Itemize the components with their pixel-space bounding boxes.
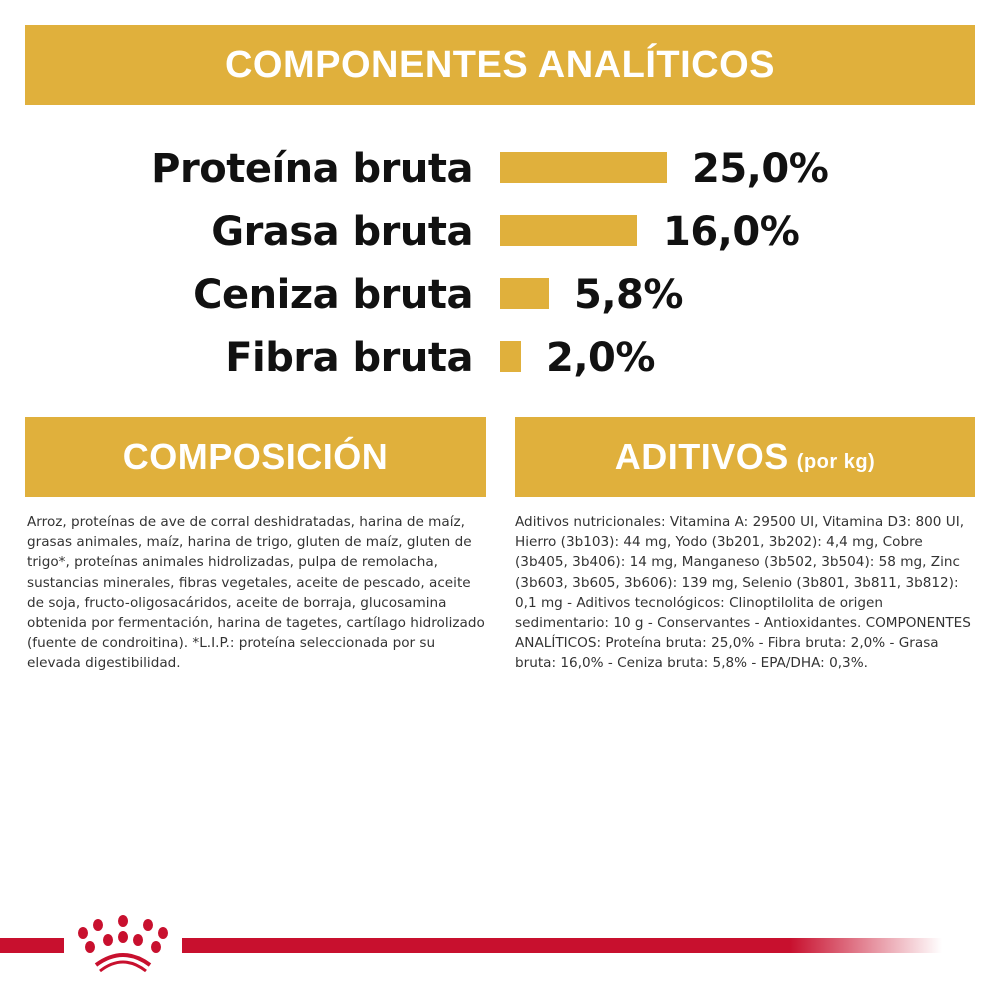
chart-row: Proteína bruta 25,0% [0,146,1000,192]
chart-row: Grasa bruta 16,0% [0,209,1000,255]
additives-title: ADITIVOS [614,436,789,477]
chart-bar [500,278,549,309]
chart-row: Ceniza bruta 5,8% [0,272,1000,318]
composition-banner: COMPOSICIÓN [25,417,486,497]
chart-bar [500,341,521,372]
analytical-components-chart: Proteína bruta 25,0% Grasa bruta 16,0% C… [0,0,1000,400]
chart-row-label: Fibra bruta [225,335,473,381]
composition-title: COMPOSICIÓN [122,436,389,477]
crown-logo-icon [68,915,178,975]
chart-row-label: Grasa bruta [211,209,473,255]
additives-subtitle: (por kg) [796,450,876,473]
footer-brand-line-left [0,938,64,953]
chart-row-label: Proteína bruta [151,146,473,192]
analytical-components-banner: COMPONENTES ANALÍTICOS [25,25,975,105]
footer-brand-line-right [182,938,942,953]
additives-banner: ADITIVOS (por kg) [515,417,975,497]
chart-bar [500,152,667,183]
chart-row-value: 2,0% [546,335,655,381]
additives-text: Aditivos nutricionales: Vitamina A: 2950… [515,514,971,672]
chart-bar [500,215,637,246]
analytical-components-title: COMPONENTES ANALÍTICOS [224,43,776,86]
chart-row-value: 16,0% [663,209,800,255]
chart-row-value: 5,8% [574,272,683,318]
chart-row-value: 25,0% [692,146,829,192]
chart-row: Fibra bruta 2,0% [0,335,1000,381]
chart-row-label: Ceniza bruta [193,272,473,318]
composition-text: Arroz, proteínas de ave de corral deshid… [27,514,485,672]
